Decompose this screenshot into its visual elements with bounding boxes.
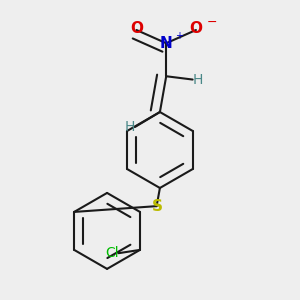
Text: O: O [130, 21, 143, 36]
Text: +: + [175, 31, 183, 41]
Text: −: − [207, 16, 218, 29]
Text: H: H [125, 120, 135, 134]
Text: N: N [160, 36, 172, 51]
Text: Cl: Cl [106, 246, 119, 260]
Text: O: O [189, 21, 203, 36]
Text: S: S [152, 199, 163, 214]
Text: H: H [192, 73, 203, 86]
